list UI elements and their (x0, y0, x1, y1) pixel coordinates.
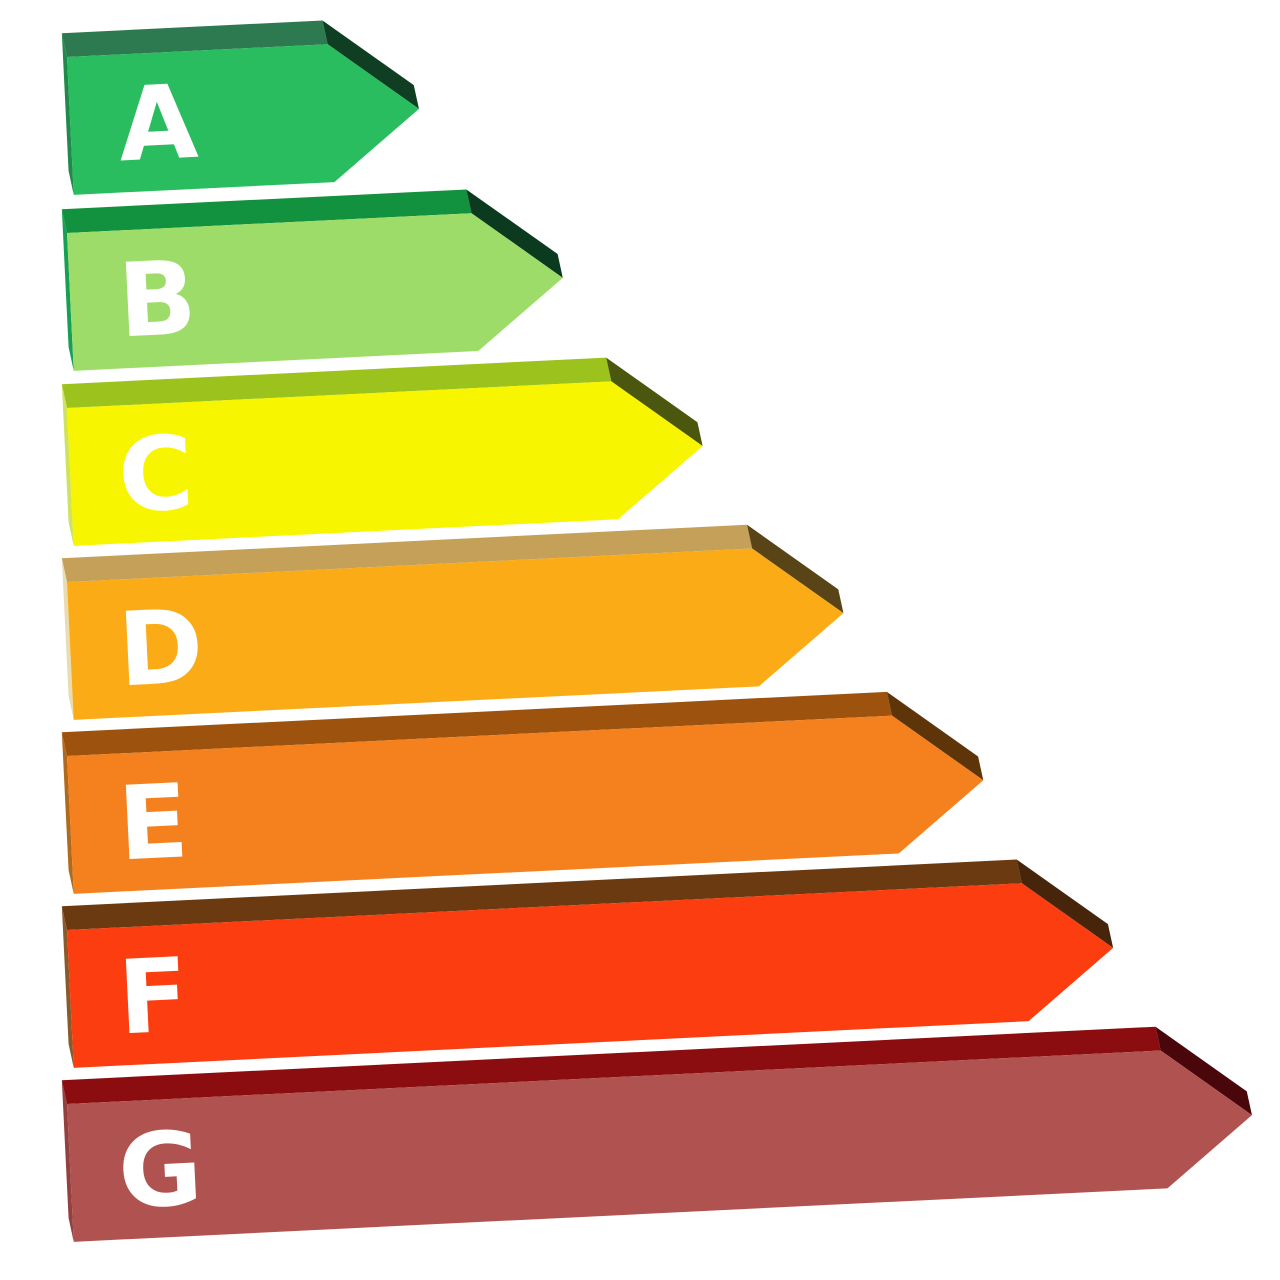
arrow-front-face (67, 1050, 1252, 1242)
rating-arrow-a: A (61, 20, 419, 195)
rating-letter-f: F (116, 936, 191, 1058)
arrow-left-side-face (61, 384, 74, 546)
arrow-front-face (67, 213, 563, 371)
arrow-top-face (61, 691, 893, 756)
arrow-front-face (67, 715, 984, 894)
arrow-left-side-face (61, 1080, 74, 1242)
arrow-top-face (61, 524, 753, 582)
arrow-top-face (61, 1026, 1161, 1104)
arrow-left-side-face (61, 732, 74, 894)
rating-letter-d: D (116, 588, 206, 711)
rating-arrow-c: C (61, 357, 703, 546)
rating-arrow-f: F (61, 859, 1114, 1068)
arrow-top-face (61, 20, 328, 57)
arrow-left-side-face (61, 33, 74, 195)
arrow-top-face (61, 859, 1022, 930)
arrow-front-face (67, 381, 703, 546)
arrow-front-face (67, 548, 844, 720)
rating-arrow-d: D (61, 524, 844, 720)
rating-letter-e: E (116, 762, 191, 884)
arrow-left-side-face (61, 209, 74, 371)
arrow-point-bevel-face (606, 357, 703, 446)
arrow-front-face (67, 44, 419, 195)
rating-letter-c: C (116, 414, 197, 537)
arrow-top-face (61, 357, 612, 408)
arrow-point-bevel-face (1016, 859, 1114, 948)
rating-arrow-b: B (61, 189, 563, 371)
rating-letter-g: G (116, 1110, 205, 1233)
arrow-top-face (61, 189, 472, 233)
rating-arrow-g: G (61, 1026, 1252, 1242)
arrow-point-bevel-face (1155, 1026, 1252, 1116)
rating-arrow-e: E (61, 691, 984, 894)
arrow-point-bevel-face (747, 524, 844, 614)
rating-letter-b: B (116, 239, 199, 362)
arrow-point-bevel-face (466, 189, 563, 278)
arrow-front-face (67, 883, 1114, 1068)
arrow-left-side-face (61, 906, 74, 1068)
rating-letter-a: A (116, 63, 201, 186)
arrow-left-side-face (61, 558, 74, 720)
arrow-point-bevel-face (886, 691, 984, 781)
arrow-point-bevel-face (322, 20, 419, 109)
